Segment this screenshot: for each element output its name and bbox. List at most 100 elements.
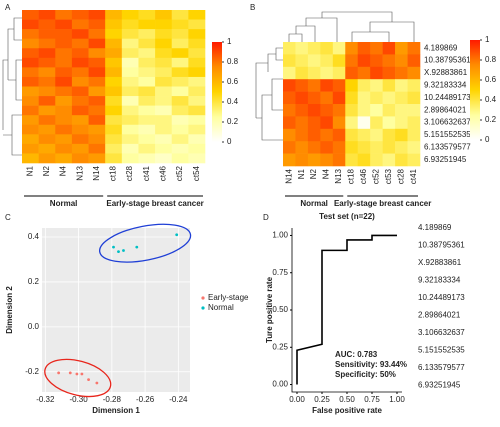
point [68, 371, 72, 375]
heatmap-cell [357, 141, 371, 154]
heatmap-cell [138, 10, 156, 20]
row-label: 9.32183334 [424, 81, 467, 90]
colorbar-tick-label: 0 [485, 135, 490, 144]
heatmap-cell [407, 128, 421, 142]
point [80, 372, 84, 376]
heatmap-cell [138, 134, 156, 145]
heatmap-cell [71, 124, 89, 135]
heatmap-cell [395, 116, 408, 130]
row-label: 3.106632637 [424, 118, 471, 127]
feature-label: 3.106632637 [418, 328, 465, 337]
row-label: 10.24489173 [424, 93, 471, 102]
panel-letter: C [5, 213, 11, 222]
heatmap-cell [38, 134, 56, 145]
heatmap-cell [22, 38, 39, 49]
heatmap-cell [283, 91, 296, 105]
heatmap-cell [88, 115, 106, 126]
heatmap-cell [171, 10, 189, 20]
heatmap-cell [71, 105, 89, 116]
row-label: 6.93251945 [424, 155, 467, 164]
plot-background [42, 228, 190, 392]
heatmap-cell [55, 76, 73, 87]
heatmap-cell [88, 105, 106, 116]
heatmap-cell [88, 38, 106, 49]
heatmap-cell [155, 124, 173, 135]
column-label: N4 [322, 168, 331, 179]
heatmap-cell [395, 128, 408, 142]
point [112, 245, 115, 249]
heatmap-cell [395, 66, 408, 80]
colorbar-tick-label: 0 [227, 137, 232, 146]
heatmap-cell [22, 19, 39, 30]
heatmap-cell [155, 153, 173, 164]
heatmap-cell [295, 141, 309, 154]
group-label: Early-stage breast cancer [334, 199, 431, 208]
heatmap-cell [295, 79, 309, 92]
chart-title: Test set (n=22) [319, 212, 375, 221]
colorbar-tick-label: 0.8 [227, 57, 239, 66]
legend-marker [201, 296, 205, 300]
heatmap-cell [121, 48, 139, 59]
heatmap-cell [171, 143, 189, 154]
heatmap-cell [155, 96, 173, 106]
heatmap-cell [138, 67, 156, 78]
heatmap-cell [138, 115, 156, 126]
heatmap-cell [55, 19, 73, 30]
row-label: X.92883861 [424, 68, 468, 77]
heatmap-cell [345, 104, 359, 117]
heatmap-cell [138, 153, 156, 164]
heatmap-cell [357, 128, 371, 142]
heatmap-cell [105, 67, 123, 78]
heatmap-cell [71, 143, 89, 154]
heatmap-cell [382, 141, 396, 154]
heatmap-cell [345, 128, 359, 142]
heatmap-cell [22, 48, 39, 59]
colorbar [212, 42, 222, 142]
heatmap-cell [88, 10, 106, 20]
heatmap-cell [138, 29, 156, 39]
heatmap-cell [382, 116, 396, 130]
heatmap-cell [171, 124, 189, 135]
heatmap-cell [38, 86, 56, 97]
heatmap-cell [22, 67, 39, 78]
heatmap-cell [171, 153, 189, 164]
column-label: ct53 [384, 168, 393, 184]
y-tick-label: 0.50 [272, 305, 288, 314]
heatmap-cell [283, 104, 296, 117]
heatmap-cell [71, 96, 89, 106]
heatmap-cell [332, 153, 346, 167]
heatmap-cell [121, 153, 139, 164]
heatmap-cell [320, 42, 334, 55]
heatmap-cell [55, 48, 73, 59]
heatmap-cell [121, 124, 139, 135]
heatmap-cell [88, 48, 106, 59]
heatmap-cell [320, 91, 334, 105]
heatmap-cell [345, 116, 359, 130]
heatmap-cell [55, 38, 73, 49]
heatmap-cell [171, 48, 189, 59]
column-label: N13 [75, 165, 84, 180]
heatmap-cell [283, 153, 296, 167]
heatmap-cell [188, 38, 206, 49]
heatmap-cell [307, 79, 321, 92]
heatmap-cell [88, 67, 106, 78]
column-label: ct46 [159, 165, 168, 181]
heatmap-cell [345, 141, 359, 154]
feature-label: 2.89864021 [418, 311, 461, 320]
heatmap-cell [138, 76, 156, 87]
point [87, 378, 90, 382]
heatmap-cell [382, 79, 396, 92]
colorbar-tick-label: 0.8 [485, 55, 497, 64]
heatmap-cell [320, 104, 334, 117]
heatmap-cell [171, 134, 189, 145]
column-label: ct52 [175, 165, 184, 181]
heatmap-cell [345, 54, 359, 68]
heatmap-cell [283, 141, 296, 154]
heatmap-cell [188, 153, 206, 164]
colorbar-tick-label: 1 [227, 37, 232, 46]
heatmap-cell [38, 67, 56, 78]
heatmap-cell [138, 57, 156, 68]
heatmap-cell [382, 153, 396, 167]
heatmap-cell [283, 79, 296, 92]
column-label: N2 [309, 168, 318, 179]
